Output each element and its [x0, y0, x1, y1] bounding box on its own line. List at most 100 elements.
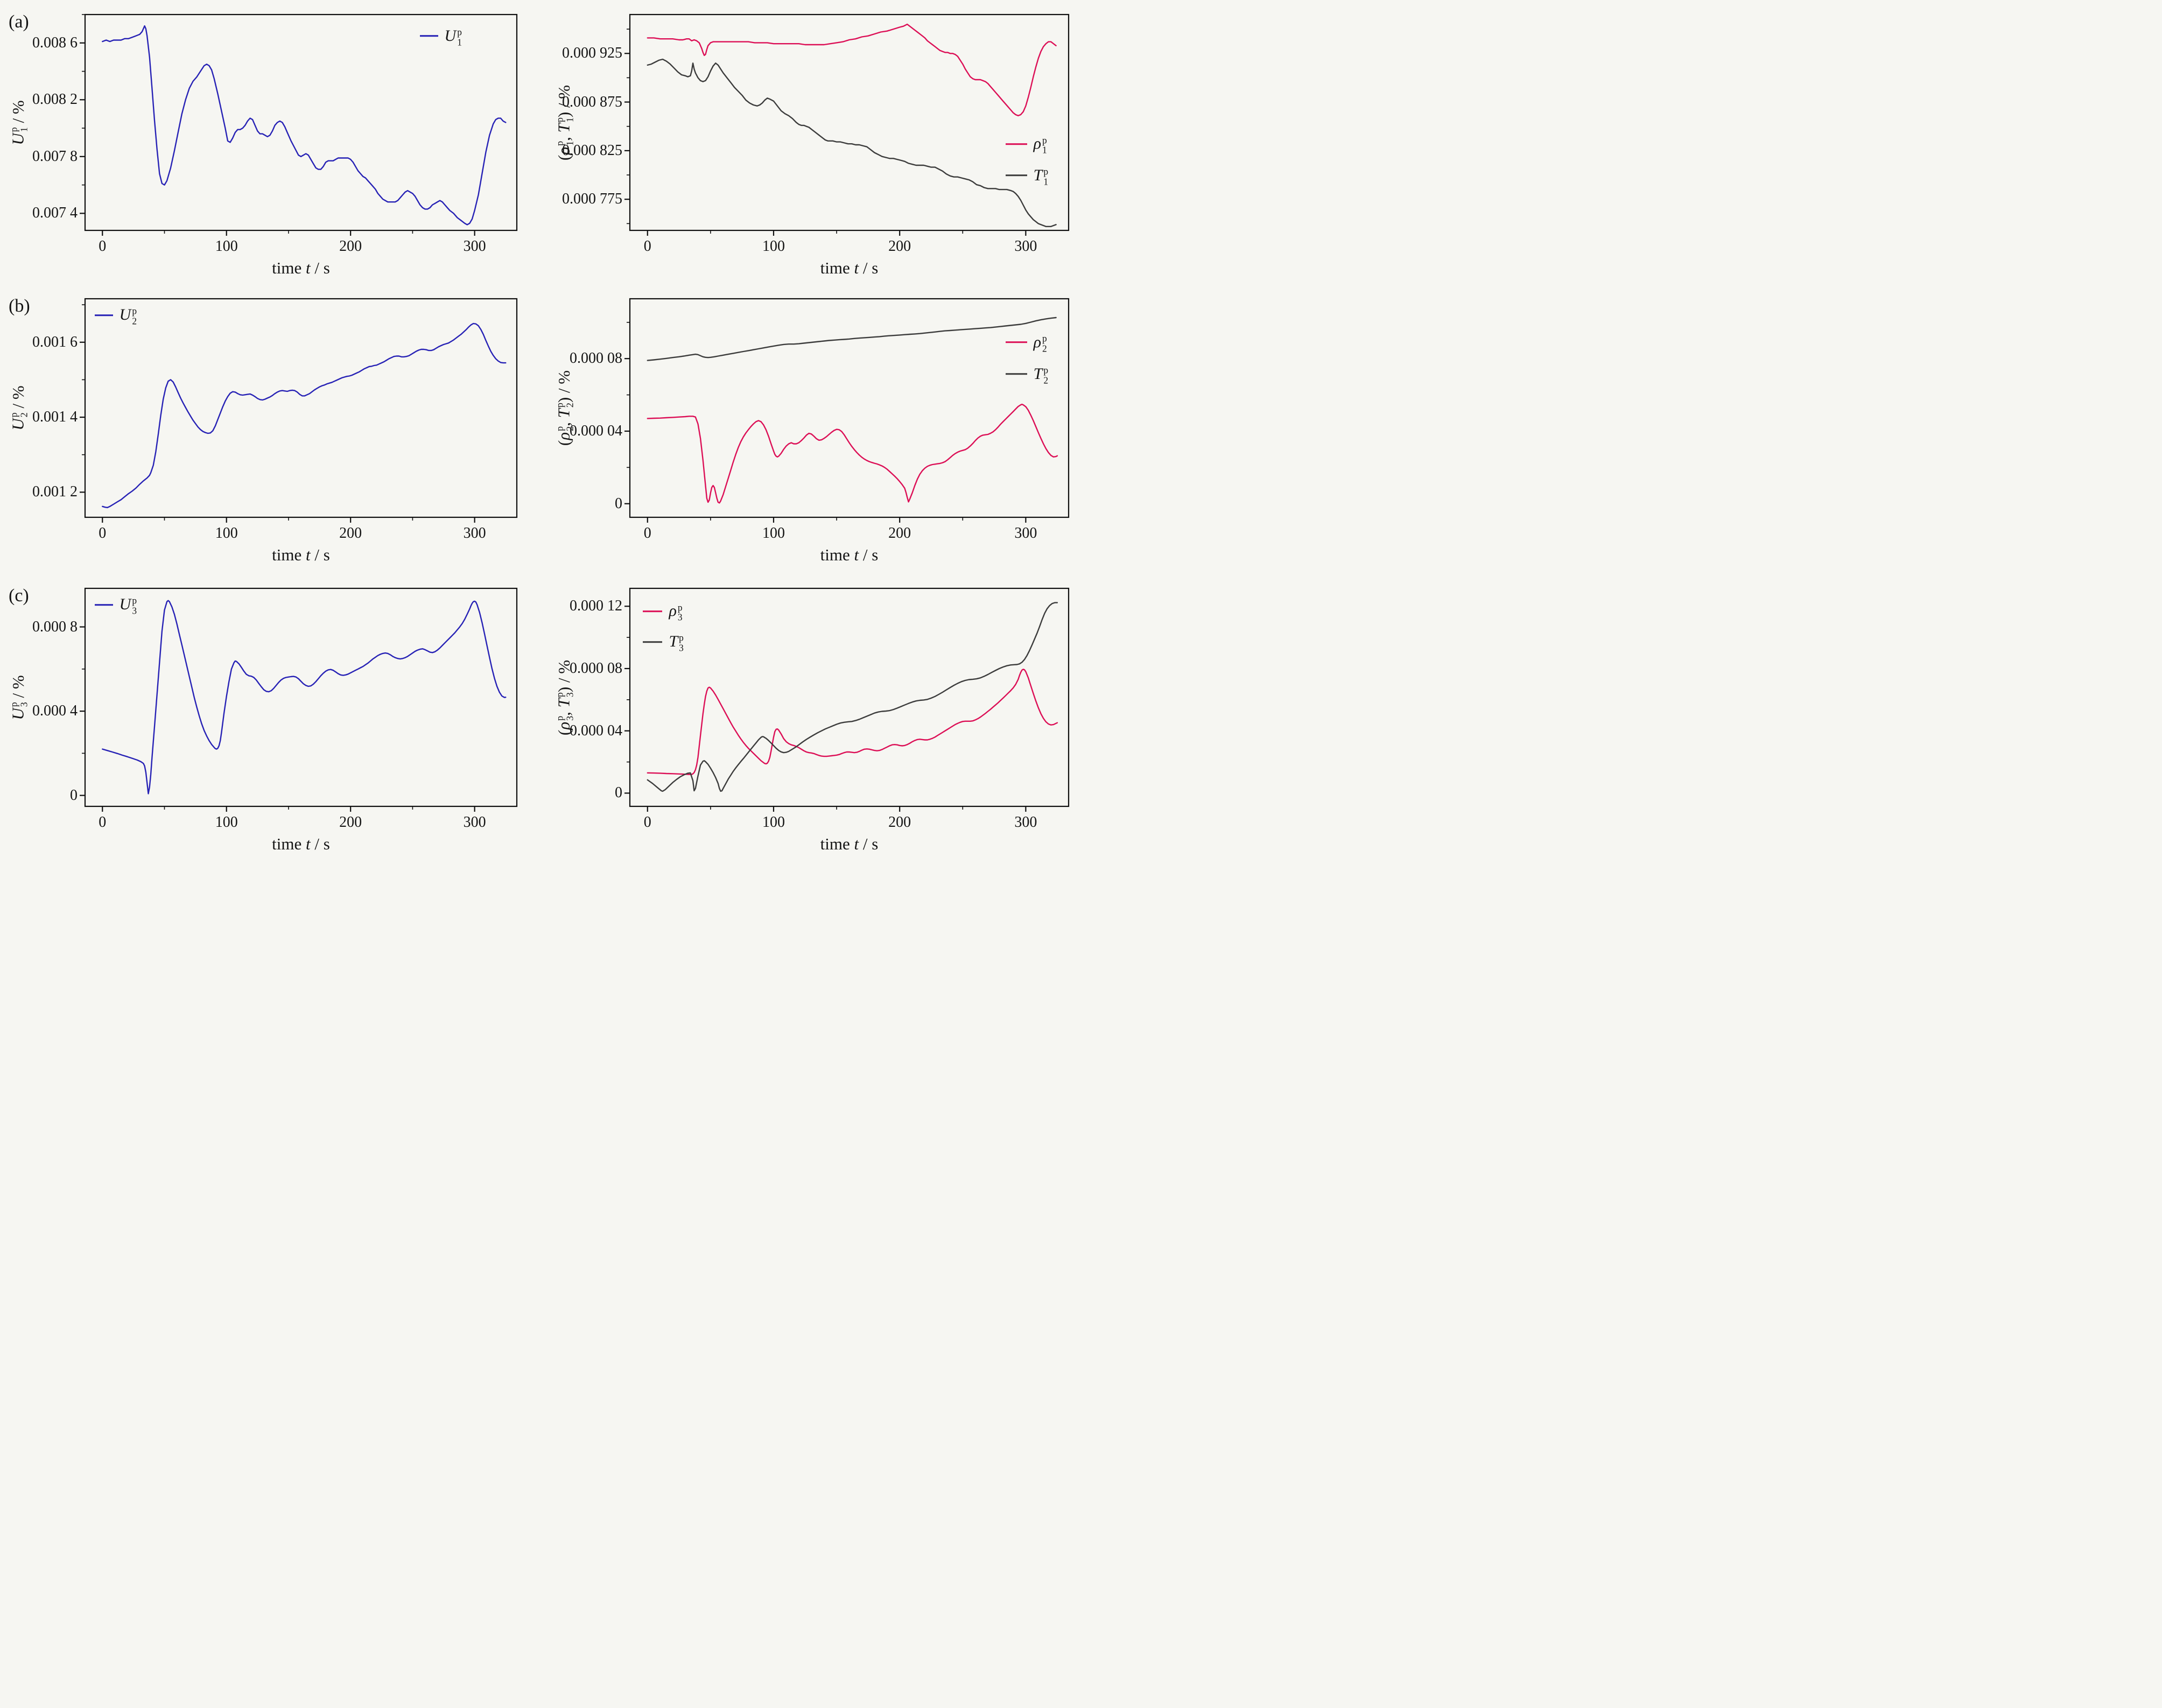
- axes-box-a-right: [629, 13, 1070, 231]
- x-axis-label-c-left: time t / s: [272, 834, 330, 853]
- legend-line-rho3: [643, 610, 663, 613]
- y-tick-label-a-right-2: 0.000 875: [562, 93, 622, 110]
- plot-a-left: [80, 13, 518, 236]
- plot-c-left: [80, 587, 518, 812]
- figure-canvas: (a) (b) (c) 0 100 200 300 0.007 4 0.007 8 0.00…: [0, 0, 1081, 854]
- y-tick-label-c-left-0: 0: [70, 786, 78, 804]
- x-tick-label-c-right-0: 0: [643, 814, 651, 831]
- plot-c-right: [624, 587, 1070, 812]
- legend-line-rho1: [1005, 143, 1027, 145]
- curve-rho1: [647, 23, 1057, 117]
- curve-T1: [647, 58, 1057, 227]
- panel-label-b: (b): [9, 296, 30, 316]
- y-tick-label-a-right-1: 0.000 825: [562, 142, 622, 159]
- legend-line-U1: [419, 35, 438, 37]
- x-tick-label-a-left-200: 200: [339, 238, 362, 255]
- x-tick-label-a-right-100: 100: [762, 238, 785, 255]
- x-tick-label-c-left-100: 100: [215, 814, 238, 831]
- x-tick-label-b-left-300: 300: [463, 525, 486, 542]
- axes-box-b-right: [629, 298, 1070, 518]
- y-tick-label-b-right-0: 0: [615, 495, 622, 512]
- legend-line-T1: [1005, 174, 1027, 177]
- x-tick-label-a-right-0: 0: [643, 238, 651, 255]
- curve-T3: [647, 602, 1058, 792]
- legend-line-U2: [94, 314, 113, 316]
- panel-label-a: (a): [9, 12, 29, 32]
- x-axis-label-b-left: time t / s: [272, 545, 330, 564]
- x-tick-label-b-right-300: 300: [1014, 525, 1037, 542]
- curve-U3: [102, 600, 507, 795]
- x-axis-label-a-left: time t / s: [272, 258, 330, 277]
- y-tick-label-b-right-2: 0.000 08: [570, 350, 622, 367]
- axes-box-c-right: [629, 587, 1070, 807]
- y-tick-label-c-right-3: 0.000 12: [570, 598, 622, 615]
- x-tick-label-b-left-0: 0: [99, 525, 107, 542]
- plot-a-right: [624, 13, 1070, 236]
- axes-box-c-left: [84, 587, 518, 807]
- x-axis-label-b-right: time t / s: [820, 545, 879, 564]
- y-tick-label-a-left-3: 0.008 6: [32, 34, 78, 51]
- x-tick-label-a-left-300: 300: [463, 238, 486, 255]
- y-tick-label-a-right-0: 0.000 775: [562, 191, 622, 208]
- legend-line-T2: [1005, 373, 1027, 375]
- x-tick-label-a-left-100: 100: [215, 238, 238, 255]
- curve-T2: [647, 317, 1057, 361]
- x-tick-label-a-left-0: 0: [99, 238, 107, 255]
- x-tick-label-b-left-200: 200: [339, 525, 362, 542]
- y-tick-label-c-right-2: 0.000 08: [570, 659, 622, 677]
- x-tick-label-c-right-300: 300: [1014, 814, 1037, 831]
- plot-b-left: [80, 298, 518, 523]
- curve-rho2: [647, 403, 1058, 504]
- curve-U2: [102, 322, 507, 509]
- x-tick-label-b-right-100: 100: [762, 525, 785, 542]
- x-tick-label-a-right-200: 200: [888, 238, 911, 255]
- y-tick-label-a-left-1: 0.007 8: [32, 147, 78, 165]
- x-tick-label-c-left-300: 300: [463, 814, 486, 831]
- y-tick-label-a-right-3: 0.000 925: [562, 45, 622, 62]
- x-tick-label-c-left-0: 0: [99, 814, 107, 831]
- x-tick-label-a-right-300: 300: [1014, 238, 1037, 255]
- plot-b-right: [624, 298, 1070, 523]
- axes-box-b-left: [84, 298, 518, 518]
- y-tick-label-a-left-0: 0.007 4: [32, 205, 78, 222]
- legend-line-T3: [643, 641, 663, 643]
- y-tick-label-c-left-2: 0.000 8: [32, 618, 78, 635]
- y-tick-label-b-right-1: 0.000 04: [570, 422, 622, 439]
- axes-box-a-left: [84, 13, 518, 231]
- curve-U1: [102, 25, 507, 226]
- x-axis-label-c-right: time t / s: [820, 834, 879, 853]
- x-axis-label-a-right: time t / s: [820, 258, 879, 277]
- y-tick-label-c-left-1: 0.000 4: [32, 702, 78, 720]
- y-tick-label-b-left-2: 0.001 6: [32, 333, 78, 350]
- x-tick-label-b-right-200: 200: [888, 525, 911, 542]
- y-tick-label-b-left-0: 0.001 2: [32, 483, 78, 501]
- y-tick-label-a-left-2: 0.008 2: [32, 91, 78, 108]
- curve-rho3: [647, 669, 1058, 775]
